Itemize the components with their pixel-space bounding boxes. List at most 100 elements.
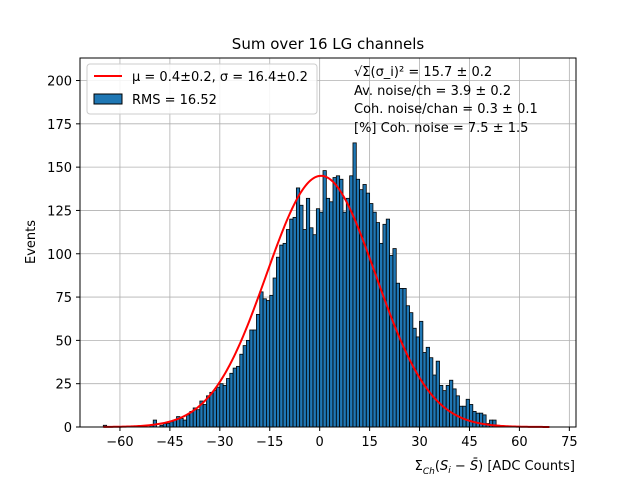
histogram-bar: [469, 404, 474, 428]
legend: μ = 0.4±0.2, σ = 16.4±0.2 RMS = 16.52: [86, 63, 318, 115]
histogram-bar: [419, 320, 424, 428]
x-tick-label: 15: [361, 435, 378, 450]
histogram-bar: [305, 197, 311, 428]
histogram-bar: [179, 417, 184, 428]
histogram-bar: [206, 395, 211, 428]
x-tick-label: −30: [206, 435, 233, 450]
histogram-bar: [252, 329, 257, 428]
histogram-bar: [339, 178, 344, 428]
y-tick-label: 50: [55, 334, 72, 349]
legend-hist-label: RMS = 16.52: [132, 93, 217, 108]
x-tick-label: 0: [316, 435, 324, 450]
histogram-bar: [332, 177, 337, 428]
gaussian-fit-curve: [103, 174, 550, 428]
histogram-bar: [166, 423, 171, 428]
histogram-bar: [369, 203, 374, 428]
histogram-bar: [405, 305, 410, 428]
histogram-bar: [209, 391, 214, 428]
histogram-bar: [422, 352, 427, 428]
histogram-bar: [412, 327, 417, 428]
x-tick-label: 30: [411, 435, 428, 450]
histogram-bar: [262, 298, 267, 428]
x-axis-ticks: −60 −45 −30 −15 0 15 30 45 60 75: [106, 427, 578, 450]
histogram-bar: [385, 218, 390, 428]
histogram-bar: [402, 288, 407, 428]
histogram-bar: [239, 353, 244, 428]
y-tick-label: 200: [47, 75, 72, 90]
histogram-bar: [289, 218, 294, 428]
histogram-bar: [249, 329, 254, 428]
histogram-bar: [315, 208, 321, 428]
histogram-bar: [452, 388, 457, 428]
x-axis-label-sbar: S̄: [470, 459, 478, 474]
histogram-bar: [342, 211, 347, 428]
y-tick-label: 75: [55, 291, 72, 306]
x-axis-label-sub: Ch: [423, 467, 435, 477]
y-tick-label: 25: [55, 378, 72, 393]
histogram-bar: [299, 204, 304, 428]
legend-box: [86, 63, 318, 115]
histogram-bar: [279, 244, 284, 428]
histogram-bar: [372, 211, 377, 428]
y-tick-label: 125: [47, 204, 72, 219]
histogram-bar: [285, 229, 291, 428]
histogram-bar: [182, 419, 187, 428]
histogram-bar: [256, 313, 261, 428]
histogram-bar: [462, 405, 467, 428]
histogram-bar: [272, 277, 277, 428]
histogram-bar: [276, 256, 281, 428]
histogram-bar: [226, 378, 231, 428]
histogram-bar: [329, 201, 334, 428]
x-tick-label: 75: [561, 435, 578, 450]
annotation-av-noise: Av. noise/ch = 3.9 ± 0.2: [354, 84, 511, 99]
x-axis-label-minus: −: [451, 459, 470, 474]
histogram-bar: [229, 372, 234, 428]
annotation-sum-sigma: √Σ(σ_i)² = 15.7 ± 0.2: [354, 65, 492, 80]
histogram-bar: [455, 395, 460, 428]
annotation-coh-noise-pct: [%] Coh. noise = 7.5 ± 1.5: [354, 121, 528, 136]
y-tick-label: 150: [47, 161, 72, 176]
x-tick-label: −45: [156, 435, 183, 450]
histogram-bar: [309, 227, 314, 428]
chart-title: Sum over 16 LG channels: [232, 35, 425, 53]
plot-frame: [79, 57, 577, 428]
histogram-bar: [212, 390, 217, 428]
histogram-bar: [259, 291, 264, 428]
histogram-bar: [409, 312, 414, 428]
histogram-bar: [399, 288, 404, 428]
histogram-bar: [302, 229, 307, 428]
histogram-bar: [479, 412, 484, 428]
x-axis-label-body: (: [435, 459, 440, 474]
histogram-bar: [445, 385, 450, 428]
histogram-bar: [359, 189, 364, 428]
histogram-bar: [449, 379, 454, 428]
histogram-bar: [435, 360, 440, 428]
histogram-bar: [432, 374, 437, 428]
histogram-bar: [202, 404, 207, 428]
histogram-bar: [282, 242, 287, 428]
histogram-bar: [475, 412, 480, 428]
y-tick-label: 175: [47, 118, 72, 133]
annotation-coh-noise-chan: Coh. noise/chan = 0.3 ± 0.1: [354, 102, 538, 117]
histogram-bar: [219, 383, 224, 428]
x-axis-label-units: ) [ADC Counts]: [478, 459, 575, 474]
histogram-bar: [322, 170, 327, 428]
y-tick-label: 0: [64, 421, 72, 436]
x-tick-label: 45: [461, 435, 478, 450]
histogram-bar: [216, 386, 221, 428]
y-tick-label: 100: [47, 248, 72, 263]
histogram-bar: [242, 345, 247, 428]
legend-hist-swatch: [93, 93, 123, 105]
histogram-bar: [246, 339, 251, 428]
histogram-bar: [312, 234, 317, 428]
histogram-bar: [355, 178, 361, 428]
histogram-bar: [389, 255, 394, 428]
histogram-bar: [472, 411, 477, 428]
histogram-bar: [382, 223, 387, 428]
histogram-bar: [465, 398, 470, 428]
x-tick-label: −60: [106, 435, 133, 450]
histogram-bar: [266, 300, 271, 428]
histogram-bar: [345, 197, 351, 428]
